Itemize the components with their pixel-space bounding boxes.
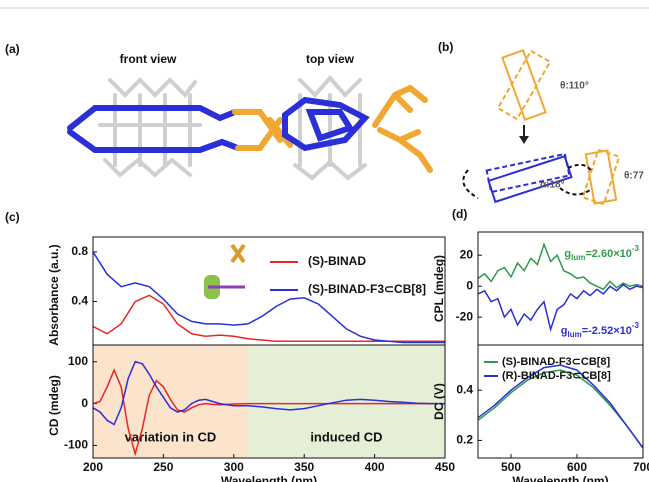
series-line xyxy=(477,242,644,291)
panel-label: (c) xyxy=(5,210,20,224)
region-label: induced CD xyxy=(310,429,382,444)
series-line xyxy=(477,283,644,333)
x-tick-label: 350 xyxy=(294,460,314,474)
y-tick-label: 0.8 xyxy=(71,244,88,258)
molecule-front xyxy=(67,77,293,178)
x-tick-label: 450 xyxy=(435,460,455,474)
panel-label: (a) xyxy=(5,42,20,56)
angle-label: θ:77 xyxy=(624,171,644,182)
legend-icon xyxy=(204,243,246,299)
region-label: variation in CD xyxy=(125,429,217,444)
y-axis-label: CD (mdeg) xyxy=(47,375,61,436)
view-label: top view xyxy=(306,52,355,66)
x-tick-label: 300 xyxy=(224,460,244,474)
plot-frame xyxy=(477,344,644,459)
y-tick-label: 0.2 xyxy=(456,433,473,447)
legend-label: (S)-BINAD xyxy=(308,254,366,268)
series-line xyxy=(92,294,445,343)
panel-label: (d) xyxy=(452,207,467,221)
y-tick-label: 100 xyxy=(68,354,88,368)
legend-label: (S)-BINAD-F3⊂CB[8] xyxy=(502,356,611,368)
annotation-part: g xyxy=(564,248,571,260)
annotation-part: lum xyxy=(571,253,585,262)
x-tick-label: 400 xyxy=(365,460,385,474)
y-tick-label: 20 xyxy=(460,247,474,261)
series-line xyxy=(92,360,445,426)
x-tick-label: 600 xyxy=(567,460,587,474)
y-tick-label: 0.4 xyxy=(71,294,88,308)
x-tick-label: 200 xyxy=(83,460,103,474)
angle-label: α:18° xyxy=(540,180,565,191)
x-tick-label: 250 xyxy=(153,460,173,474)
y-axis-label: Absorbance (a.u.) xyxy=(47,244,61,345)
angle-diagram xyxy=(462,48,621,206)
series-line xyxy=(92,368,445,457)
x-tick-label: 500 xyxy=(501,460,521,474)
annotation-part: -3 xyxy=(632,321,640,330)
molecule-top xyxy=(282,74,433,181)
y-tick-label: -100 xyxy=(64,438,88,452)
legend-label: (R)-BINAD-F3⊂CB[8] xyxy=(502,370,611,382)
series-line xyxy=(477,364,644,449)
y-tick-label: 0 xyxy=(81,396,88,410)
annotation-part: =-2.52×10 xyxy=(582,325,632,337)
y-axis-label: CPL (mdeg) xyxy=(432,255,446,322)
annotation-part: lum xyxy=(567,330,581,339)
region xyxy=(93,345,248,458)
annotation-part: -3 xyxy=(632,244,640,253)
y-tick-label: 0.4 xyxy=(456,382,473,396)
annotation: glum=-2.52×10-3 xyxy=(561,321,640,339)
annotation-part: g xyxy=(561,325,568,337)
annotation-part: =2.60×10 xyxy=(585,248,632,260)
region xyxy=(247,345,445,458)
y-axis-label: DC (V) xyxy=(432,383,446,420)
series-line xyxy=(92,251,445,344)
x-tick-label: 700 xyxy=(633,460,649,474)
x-axis-label: Wavelength (nm) xyxy=(512,474,608,482)
view-label: front view xyxy=(120,52,177,66)
panel-label: (b) xyxy=(438,40,453,54)
legend-label: (S)-BINAD-F3⊂CB[8] xyxy=(308,282,426,296)
y-tick-label: -20 xyxy=(456,309,474,323)
plot-frame xyxy=(92,344,446,459)
x-axis-label: Wavelength (nm) xyxy=(221,474,317,482)
y-tick-label: 0 xyxy=(466,278,473,292)
series-line xyxy=(477,369,644,449)
angle-label: θ:110° xyxy=(560,81,589,92)
annotation: glum=2.60×10-3 xyxy=(564,244,639,262)
